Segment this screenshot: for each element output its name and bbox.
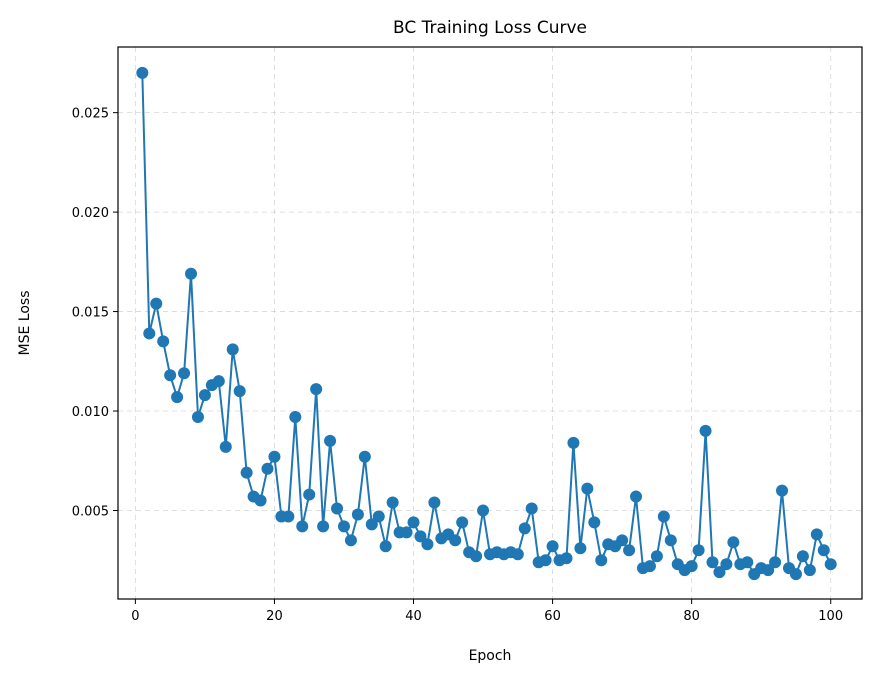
y-tick-label: 0.020 xyxy=(72,206,109,221)
loss-point xyxy=(282,510,295,523)
loss-point xyxy=(595,554,608,567)
loss-point xyxy=(164,369,177,382)
loss-point xyxy=(574,542,587,555)
loss-point xyxy=(331,502,344,515)
loss-point xyxy=(317,520,330,533)
loss-point xyxy=(358,450,371,463)
loss-point xyxy=(191,410,204,423)
loss-point xyxy=(386,496,399,509)
y-tick-label: 0.005 xyxy=(72,504,109,519)
loss-point xyxy=(296,520,309,533)
loss-point xyxy=(692,544,705,557)
loss-point xyxy=(803,564,816,577)
loss-point xyxy=(525,502,538,515)
loss-point xyxy=(365,518,378,531)
loss-point xyxy=(185,267,198,280)
grid xyxy=(118,47,862,599)
loss-point xyxy=(456,516,469,529)
y-tick-label: 0.025 xyxy=(72,107,109,122)
x-tick-label: 0 xyxy=(131,609,139,624)
x-tick-label: 80 xyxy=(683,609,700,624)
loss-point xyxy=(810,528,823,541)
loss-point xyxy=(581,482,594,495)
loss-point xyxy=(567,436,580,449)
y-axis-label: MSE Loss xyxy=(17,291,33,356)
loss-point xyxy=(643,560,656,573)
loss-point xyxy=(741,556,754,569)
loss-point xyxy=(198,389,211,402)
loss-point xyxy=(421,538,434,551)
loss-point xyxy=(233,385,246,398)
plot-frame xyxy=(117,46,863,600)
loss-point xyxy=(254,494,267,507)
y-tick-label: 0.010 xyxy=(72,405,109,420)
loss-point xyxy=(337,520,350,533)
x-tick-label: 100 xyxy=(818,609,843,624)
loss-point xyxy=(713,566,726,579)
loss-point xyxy=(511,548,524,561)
loss-point xyxy=(789,568,802,581)
loss-point xyxy=(261,462,274,475)
loss-point xyxy=(560,552,573,565)
loss-point xyxy=(762,564,775,577)
x-tick-label: 60 xyxy=(544,609,561,624)
loss-point xyxy=(796,550,809,563)
loss-point xyxy=(657,510,670,523)
x-tick-label: 40 xyxy=(405,609,422,624)
loss-point xyxy=(310,383,323,396)
loss-point xyxy=(470,550,483,563)
loss-point xyxy=(477,504,490,517)
loss-point xyxy=(546,540,559,553)
loss-point xyxy=(630,490,643,503)
loss-point xyxy=(136,66,149,79)
loss-point xyxy=(817,544,830,557)
loss-point xyxy=(150,297,163,310)
loss-point xyxy=(664,534,677,547)
axis-ticks: 0 20 40 60 80 100 0.005 0.010 0.015 0.020 0.025 xyxy=(72,107,843,624)
x-axis-label: Epoch xyxy=(469,648,512,664)
loss-point xyxy=(400,526,413,539)
loss-point xyxy=(303,488,316,501)
loss-point xyxy=(157,335,170,348)
loss-point xyxy=(776,484,789,497)
loss-point xyxy=(699,424,712,437)
loss-point xyxy=(720,558,733,571)
loss-point xyxy=(685,560,698,573)
x-tick-label: 20 xyxy=(266,609,283,624)
loss-point xyxy=(518,522,531,535)
loss-point xyxy=(379,540,392,553)
loss-point xyxy=(344,534,357,547)
loss-point xyxy=(143,327,156,340)
y-tick-label: 0.015 xyxy=(72,306,109,321)
loss-point xyxy=(449,534,462,547)
loss-point xyxy=(414,530,427,543)
loss-point xyxy=(428,496,441,509)
loss-point xyxy=(372,510,385,523)
loss-point xyxy=(824,558,837,571)
loss-point xyxy=(324,434,337,447)
loss-point xyxy=(407,516,420,529)
loss-point xyxy=(706,556,719,569)
loss-point xyxy=(268,450,281,463)
loss-point xyxy=(650,550,663,563)
loss-point xyxy=(616,534,629,547)
loss-point xyxy=(226,343,239,356)
loss-point xyxy=(240,466,253,479)
series xyxy=(136,66,837,581)
loss-point xyxy=(219,440,232,453)
loss-point xyxy=(289,410,302,423)
loss-point xyxy=(727,536,740,549)
loss-point xyxy=(212,375,225,388)
loss-point xyxy=(171,391,184,404)
loss-point xyxy=(769,556,782,569)
loss-point xyxy=(351,508,364,521)
loss-point xyxy=(623,544,636,557)
chart-title: BC Training Loss Curve xyxy=(393,18,587,38)
loss-point xyxy=(178,367,191,380)
loss-point xyxy=(539,554,552,567)
loss-point xyxy=(588,516,601,529)
